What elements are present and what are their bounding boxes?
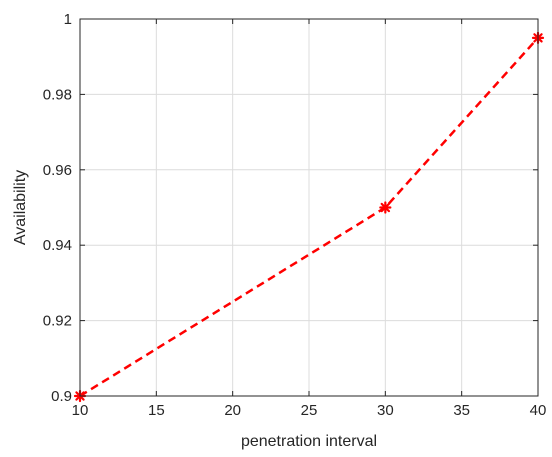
x-axis-label: penetration interval — [241, 433, 377, 450]
x-axis-tick-labels: 10 15 20 25 30 35 40 — [72, 402, 547, 419]
x-tick-label: 35 — [453, 402, 470, 419]
x-tick-label: 40 — [530, 402, 547, 419]
y-tick-label: 0.96 — [43, 162, 72, 179]
y-tick-label: 0.94 — [43, 237, 72, 254]
y-tick-label: 0.98 — [43, 86, 72, 103]
x-tick-label: 25 — [301, 402, 318, 419]
x-tick-label: 10 — [72, 402, 89, 419]
y-tick-label: 0.92 — [43, 313, 72, 330]
x-tick-label: 15 — [148, 402, 165, 419]
y-tick-label: 0.9 — [51, 388, 72, 405]
x-tick-label: 20 — [224, 402, 241, 419]
x-tick-label: 30 — [377, 402, 394, 419]
y-axis-label: Availability — [12, 170, 29, 245]
tick-marks — [79, 18, 539, 397]
y-axis-tick-labels: 0.9 0.92 0.94 0.96 0.98 1 — [43, 11, 72, 405]
data-point-marker — [379, 201, 392, 214]
y-tick-label: 1 — [64, 11, 72, 28]
